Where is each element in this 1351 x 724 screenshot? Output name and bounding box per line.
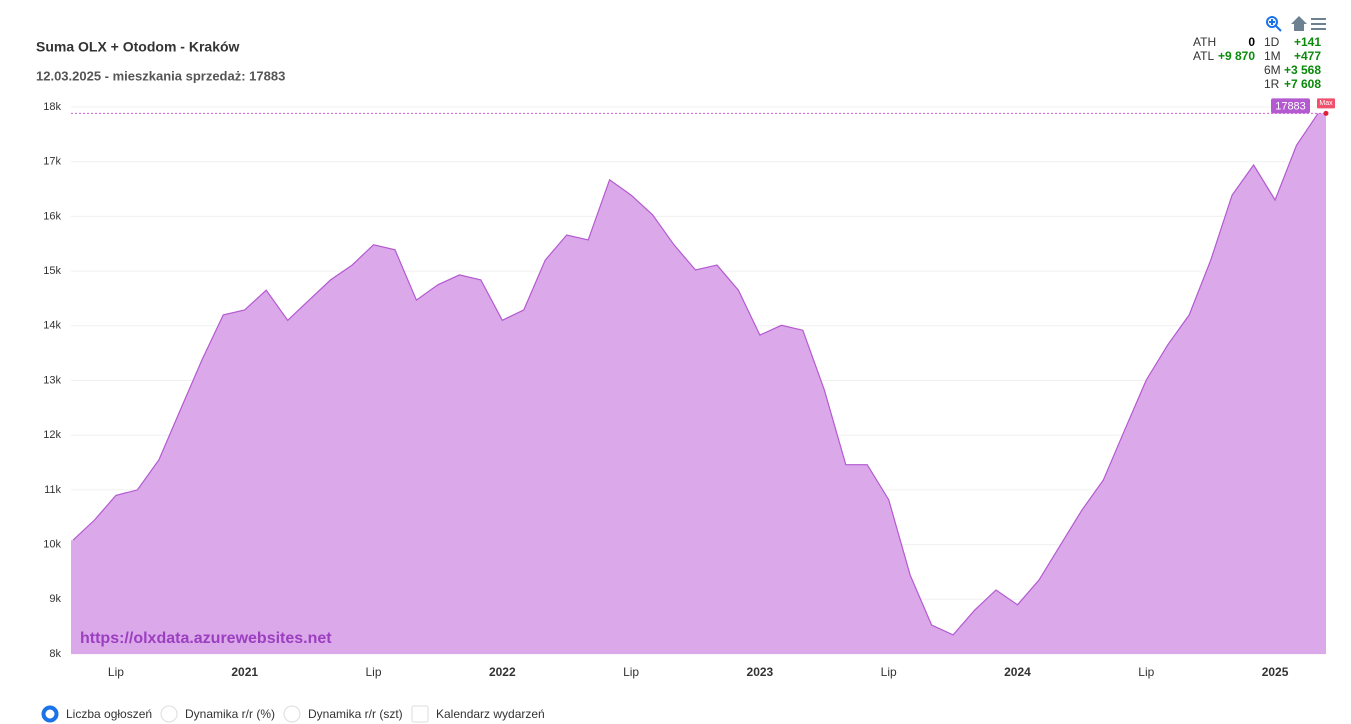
stat-label: ATL bbox=[1193, 49, 1214, 63]
stat-value: +7 608 bbox=[1284, 77, 1321, 91]
chart-title: Suma OLX + Otodom - Kraków bbox=[36, 39, 240, 55]
y-tick-label: 16k bbox=[43, 210, 61, 222]
stat-label: 1R bbox=[1264, 77, 1280, 91]
radio[interactable] bbox=[160, 705, 178, 723]
stat-label: 1D bbox=[1264, 35, 1280, 49]
y-tick-label: 13k bbox=[43, 374, 61, 386]
y-tick-label: 8k bbox=[49, 648, 61, 660]
value-label: 17883 bbox=[1275, 100, 1306, 112]
stat-value: +477 bbox=[1294, 49, 1321, 63]
control-label[interactable]: Liczba ogłoszeń bbox=[66, 707, 152, 721]
checkbox[interactable] bbox=[411, 705, 429, 723]
value-badge bbox=[1271, 98, 1310, 114]
plot: 8k 9k 10k 11k 12k 13k 14k 15k 16k 17k 18k Lip 2021 Li… bbox=[43, 98, 1335, 679]
stats: ATH 0 ATL +9 870 1D +141 1M +477 6M +3 5… bbox=[1193, 35, 1321, 91]
area-line bbox=[72, 113, 1319, 636]
control-label[interactable]: Dynamika r/r (szt) bbox=[308, 707, 403, 721]
stat-value: +141 bbox=[1294, 35, 1321, 49]
home-icon[interactable] bbox=[1291, 16, 1307, 31]
max-label: Max bbox=[1319, 100, 1333, 107]
x-tick-label: 2025 bbox=[1262, 665, 1289, 679]
control-label[interactable]: Kalendarz wydarzeń bbox=[436, 707, 545, 721]
x-tick-label: Lip bbox=[881, 665, 897, 679]
x-tick-label: 2022 bbox=[489, 665, 516, 679]
y-tick-label: 18k bbox=[43, 101, 61, 113]
x-tick-label: Lip bbox=[623, 665, 639, 679]
radio[interactable] bbox=[283, 705, 301, 723]
y-tick-label: 17k bbox=[43, 156, 61, 168]
controls: Liczba ogłoszeń Dynamika r/r (%) Dynamik… bbox=[41, 705, 545, 723]
zoom-icon[interactable] bbox=[1266, 16, 1282, 32]
area-fill bbox=[71, 113, 1326, 654]
y-tick-label: 11k bbox=[44, 484, 61, 496]
chart-subtitle: 12.03.2025 - mieszkania sprzedaż: 17883 bbox=[36, 68, 285, 83]
menu-icon[interactable] bbox=[1311, 18, 1326, 30]
y-tick-label: 12k bbox=[43, 429, 61, 441]
radio[interactable] bbox=[41, 705, 59, 723]
stat-label: 1M bbox=[1264, 49, 1281, 63]
x-tick-label: 2023 bbox=[747, 665, 774, 679]
max-point bbox=[1323, 110, 1329, 116]
x-tick-label: 2021 bbox=[231, 665, 258, 679]
stat-label: ATH bbox=[1193, 35, 1216, 49]
watermark: https://olxdata.azurewebsites.net bbox=[80, 630, 332, 647]
x-tick-label: 2024 bbox=[1004, 665, 1031, 679]
y-tick-label: 10k bbox=[43, 539, 61, 551]
stat-value: 0 bbox=[1248, 35, 1255, 49]
x-tick-label: Lip bbox=[108, 665, 124, 679]
control-label[interactable]: Dynamika r/r (%) bbox=[185, 707, 275, 721]
max-badge bbox=[1317, 98, 1335, 109]
y-tick-label: 9k bbox=[49, 593, 61, 605]
y-tick-label: 14k bbox=[43, 320, 61, 332]
stat-label: 6M bbox=[1264, 63, 1281, 77]
y-tick-label: 15k bbox=[43, 265, 61, 277]
x-tick-label: Lip bbox=[1138, 665, 1154, 679]
stat-value: +3 568 bbox=[1284, 63, 1321, 77]
x-tick-label: Lip bbox=[366, 665, 382, 679]
stat-value: +9 870 bbox=[1218, 49, 1255, 63]
